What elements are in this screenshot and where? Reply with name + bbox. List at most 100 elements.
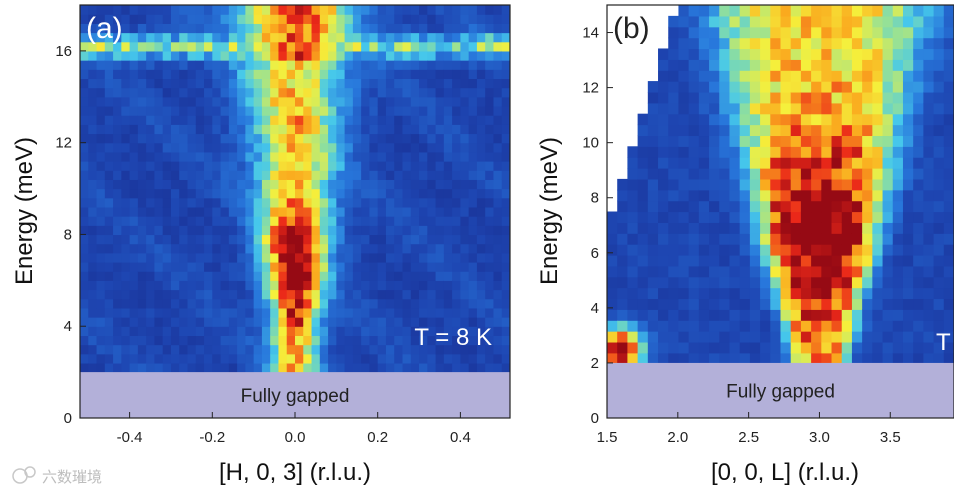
heatmap-cell	[435, 362, 445, 373]
heatmap-cell	[204, 142, 213, 153]
heatmap-cell	[943, 5, 954, 17]
heatmap-cell	[882, 200, 894, 213]
heatmap-cell	[637, 352, 649, 365]
heatmap-cell	[286, 344, 296, 355]
heatmap-cell	[361, 298, 371, 309]
heatmap-cell	[760, 135, 771, 147]
heatmap-cell	[739, 15, 751, 28]
heatmap-cell	[435, 225, 445, 236]
heatmap-cell	[96, 362, 106, 373]
heatmap-cell	[137, 14, 147, 24]
heatmap-cell	[647, 287, 659, 300]
heatmap-cell	[220, 50, 230, 61]
heatmap-cell	[427, 115, 437, 125]
heatmap-cell	[476, 32, 486, 43]
heatmap-cell	[361, 151, 371, 162]
heatmap-cell	[162, 133, 172, 144]
heatmap-cell	[286, 161, 296, 171]
heatmap-cell	[261, 188, 271, 199]
heatmap-cell	[760, 200, 771, 213]
heatmap-cell	[146, 124, 156, 135]
heatmap-cell	[468, 234, 478, 245]
heatmap-cell	[749, 124, 761, 137]
heatmap-cell	[228, 271, 238, 281]
heatmap-cell	[146, 5, 156, 15]
heatmap-cell	[261, 161, 271, 171]
heatmap-cell	[933, 211, 945, 223]
heatmap-cell	[146, 23, 156, 34]
heatmap-cell	[476, 161, 486, 171]
heatmap-cell	[493, 317, 503, 327]
heatmap-cell	[311, 23, 321, 34]
heatmap-cell	[146, 344, 156, 355]
heatmap-cell	[668, 37, 680, 50]
heatmap-cell	[129, 326, 139, 336]
heatmap-cell	[943, 81, 954, 93]
heatmap-cell	[295, 14, 304, 24]
heatmap-cell	[352, 69, 362, 80]
heatmap-cell	[443, 60, 453, 70]
heatmap-cell	[402, 151, 412, 162]
heatmap-cell	[452, 280, 461, 291]
heatmap-cell	[319, 197, 329, 208]
heatmap-cell	[923, 91, 935, 104]
heatmap-cell	[286, 32, 296, 43]
heatmap-cell	[709, 178, 720, 191]
heatmap-cell	[658, 146, 669, 158]
heatmap-cell	[811, 102, 822, 115]
heatmap-cell	[253, 133, 263, 144]
heatmap-cell	[228, 206, 238, 217]
heatmap-cell	[80, 78, 89, 89]
heatmap-cell	[729, 233, 741, 245]
heatmap-cell	[113, 252, 122, 263]
heatmap-cell	[88, 161, 98, 171]
heatmap-cell	[394, 317, 404, 327]
heatmap-cell	[88, 179, 98, 190]
heatmap-cell	[129, 69, 139, 80]
heatmap-cell	[336, 225, 346, 236]
heatmap-cell	[719, 70, 731, 82]
heatmap-cell	[435, 14, 445, 24]
heatmap-cell	[419, 206, 428, 217]
heatmap-cell	[113, 133, 122, 144]
heatmap-cell	[319, 170, 329, 180]
heatmap-cell	[780, 135, 792, 147]
heatmap-cell	[96, 326, 106, 336]
heatmap-cell	[811, 244, 822, 256]
heatmap-cell	[270, 317, 280, 327]
heatmap-cell	[195, 142, 205, 153]
heatmap-cell	[311, 216, 321, 226]
heatmap-cell	[882, 233, 894, 245]
heatmap-cell	[882, 189, 894, 202]
heatmap-cell	[121, 78, 131, 89]
heatmap-cell	[146, 326, 156, 336]
heatmap-cell	[501, 124, 510, 135]
heatmap-cell	[770, 178, 782, 191]
heatmap-cell	[410, 335, 420, 346]
heatmap-cell	[443, 280, 453, 291]
heatmap-cell	[121, 188, 131, 199]
heatmap-cell	[658, 287, 669, 300]
heatmap-cell	[688, 157, 700, 169]
heatmap-cell	[311, 60, 321, 70]
heatmap-cell	[278, 170, 288, 180]
heatmap-cell	[352, 216, 362, 226]
heatmap-cell	[385, 197, 395, 208]
heatmap-cell	[831, 200, 843, 213]
heatmap-cell	[319, 96, 329, 107]
heatmap-cell	[435, 252, 445, 263]
heatmap-cell	[121, 87, 131, 98]
heatmap-cell	[933, 26, 945, 39]
heatmap-cell	[419, 362, 428, 373]
heatmap-cell	[154, 78, 164, 89]
heatmap-cell	[485, 261, 495, 272]
heatmap-cell	[607, 287, 618, 300]
heatmap-cell	[647, 189, 659, 202]
heatmap-cell	[678, 233, 690, 245]
heatmap-cell	[493, 5, 503, 15]
heatmap-cell	[617, 233, 629, 245]
heatmap-cell	[882, 113, 894, 126]
heatmap-cell	[253, 362, 263, 373]
heatmap-cell	[831, 48, 843, 60]
